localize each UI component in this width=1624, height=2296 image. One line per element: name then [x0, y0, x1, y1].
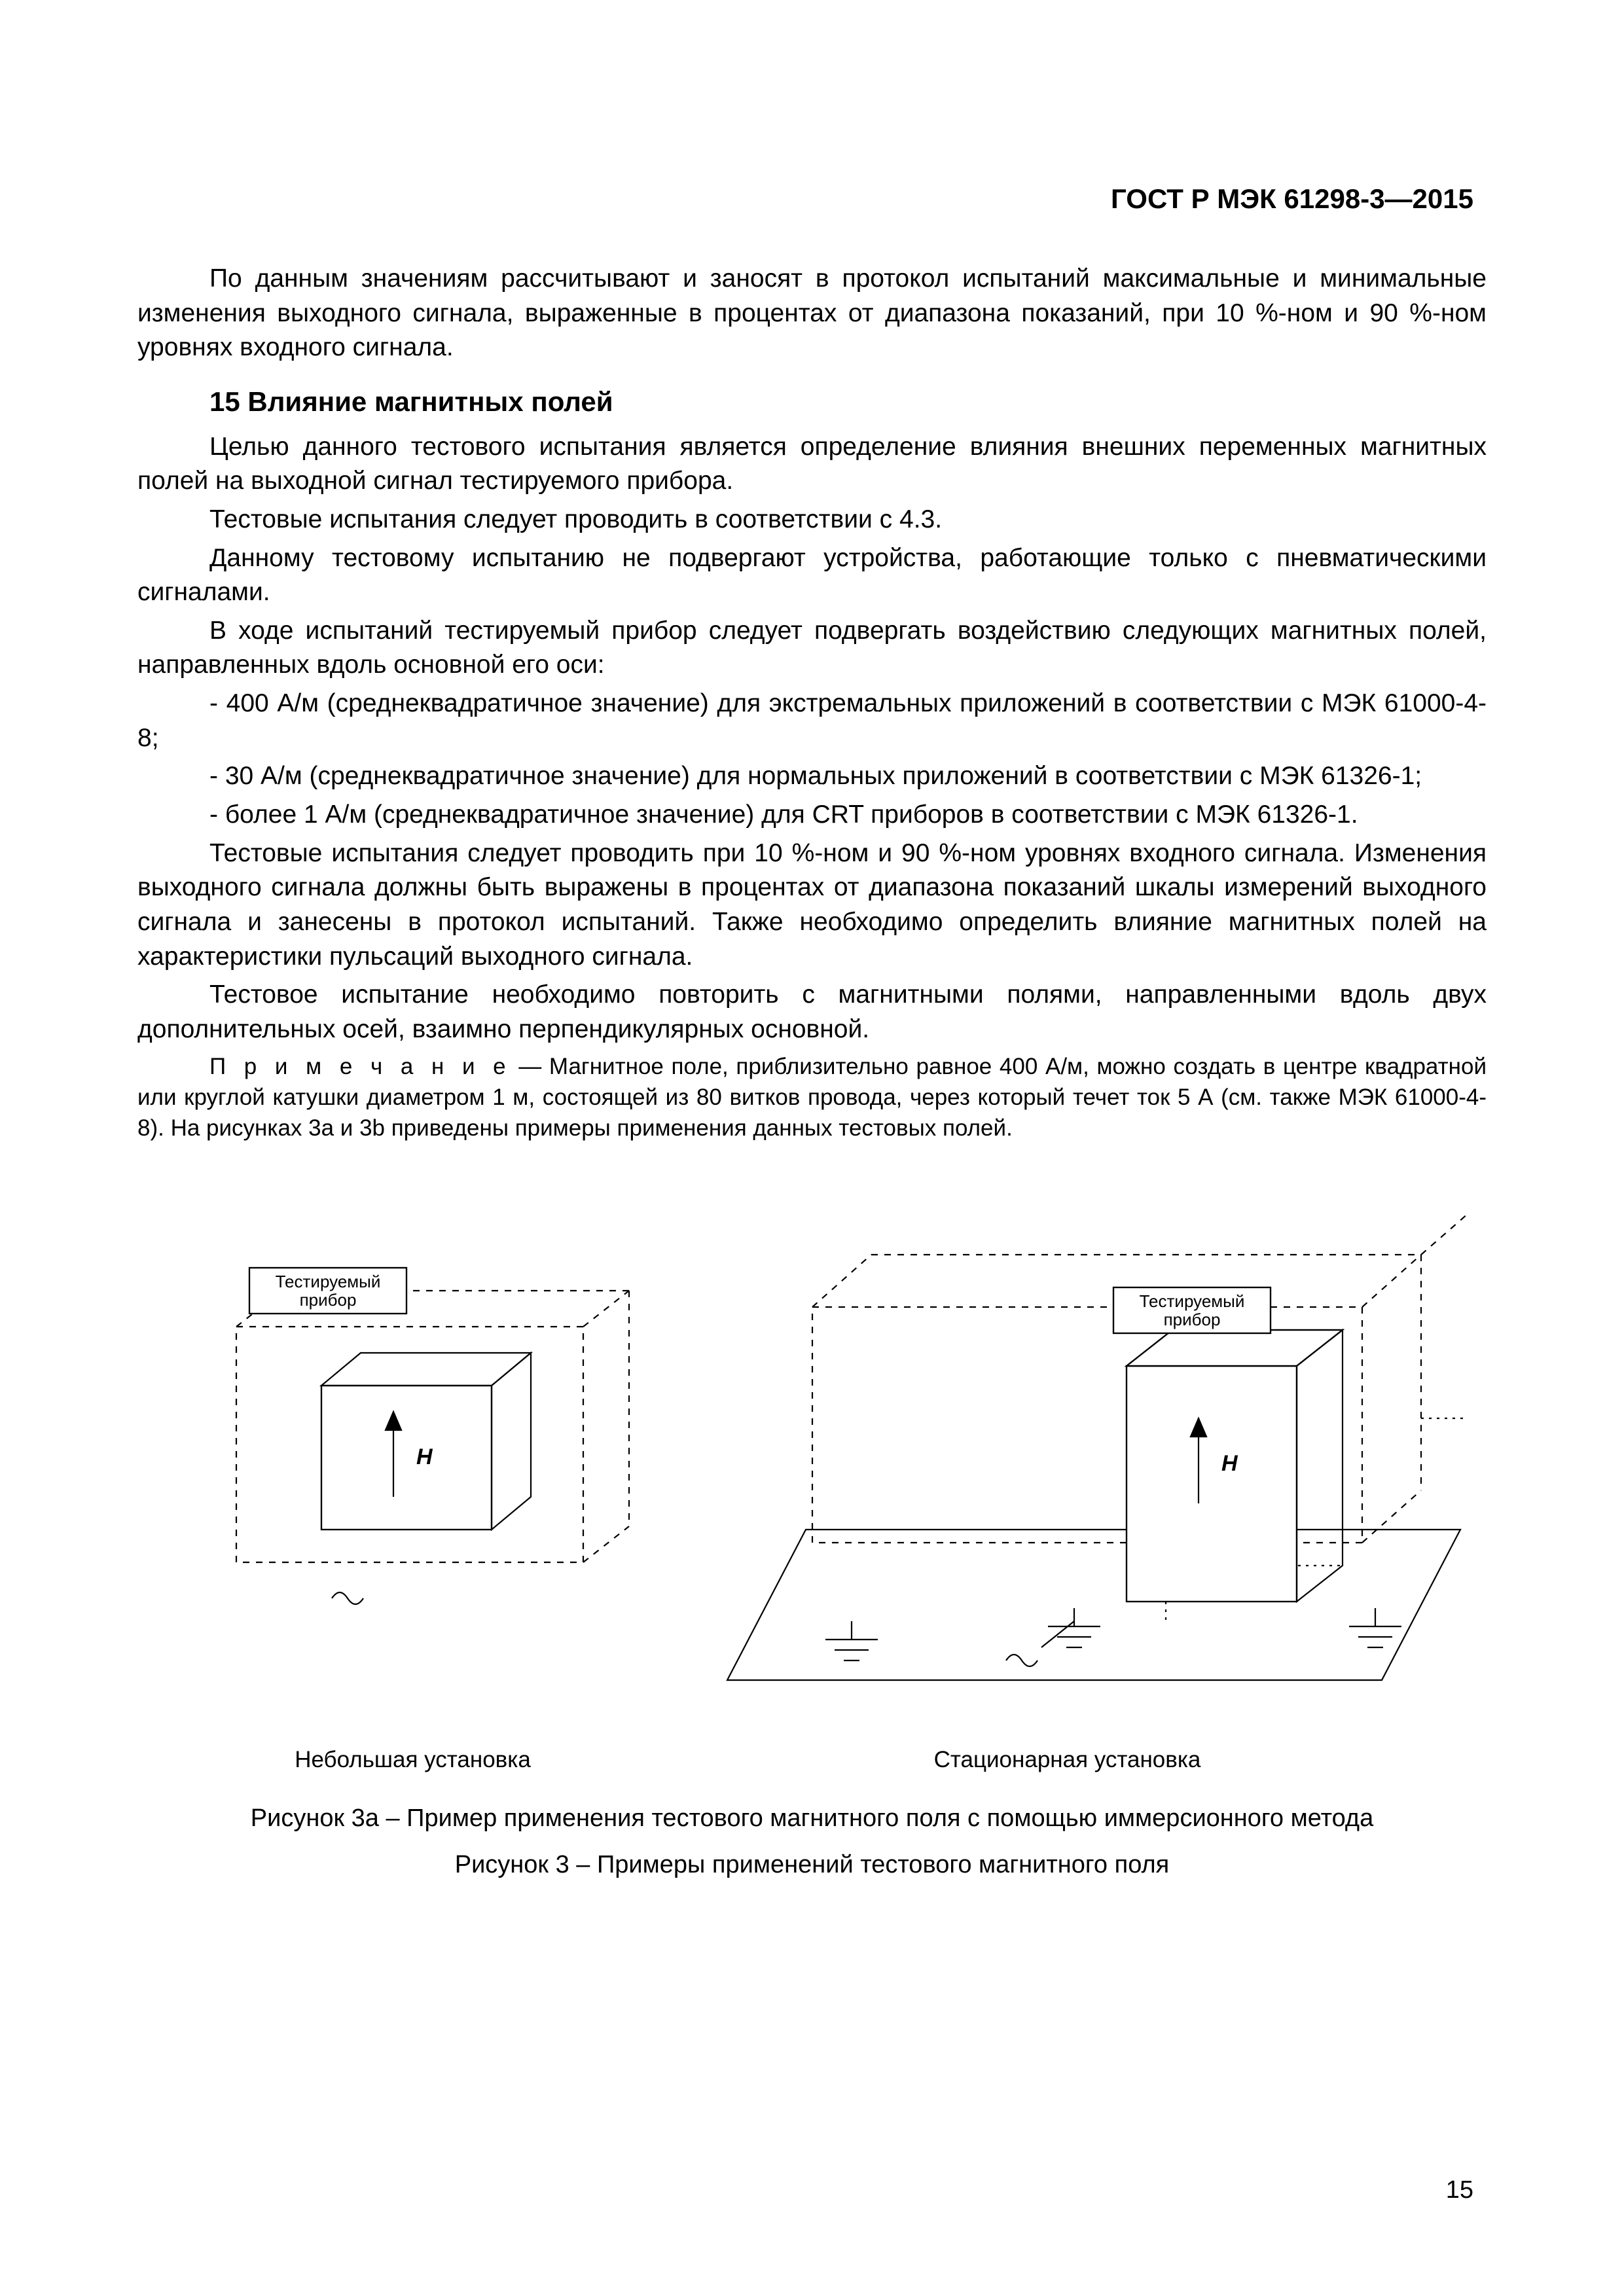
s15-li2: - 30 А/м (среднеквадратичное значение) д…: [137, 759, 1487, 794]
page: ГОСТ Р МЭК 61298-3—2015 По данным значен…: [0, 0, 1624, 2296]
s15-p1: Целью данного тестового испытания являет…: [137, 430, 1487, 499]
s15-note: П р и м е ч а н и е — Магнитное поле, пр…: [137, 1051, 1487, 1144]
s15-p4: В ходе испытаний тестируемый прибор след…: [137, 614, 1487, 683]
s15-p3: Данному тестовому испытанию не подвергаю…: [137, 541, 1487, 610]
svg-text:Тестируемый: Тестируемый: [275, 1272, 380, 1291]
svg-text:H: H: [416, 1444, 433, 1469]
svg-text:прибор: прибор: [299, 1290, 356, 1310]
body-text: По данным значениям рассчитывают и занос…: [137, 262, 1487, 1882]
intro-paragraph: По данным значениям рассчитывают и занос…: [137, 262, 1487, 365]
s15-p6: Тестовое испытание необходимо повторить …: [137, 978, 1487, 1047]
left-setup-caption: Небольшая установка: [158, 1744, 668, 1775]
svg-text:прибор: прибор: [1163, 1310, 1220, 1329]
s15-p5: Тестовые испытания следует проводить при…: [137, 836, 1487, 975]
page-number: 15: [1446, 2176, 1473, 2204]
svg-text:Тестируемый: Тестируемый: [1139, 1291, 1244, 1311]
section-15-heading: 15 Влияние магнитных полей: [209, 384, 1487, 421]
svg-text:H: H: [1221, 1451, 1238, 1476]
s15-p2: Тестовые испытания следует проводить в с…: [137, 503, 1487, 537]
s15-li1: - 400 А/м (среднеквадратичное значение) …: [137, 687, 1487, 755]
note-lead: П р и м е ч а н и е: [209, 1054, 511, 1079]
figure-3a-caption: Рисунок 3а – Пример применения тестового…: [137, 1802, 1487, 1835]
figure-3-svg: ТестируемыйприборHТестируемыйприборH: [158, 1163, 1467, 1739]
figure-3-caption: Рисунок 3 – Примеры применений тестового…: [137, 1848, 1487, 1882]
s15-li3: - более 1 А/м (среднеквадратичное значен…: [137, 798, 1487, 833]
note-dash: —: [511, 1054, 549, 1079]
figure-3-diagram: ТестируемыйприборHТестируемыйприборH: [158, 1163, 1467, 1739]
standard-id-header: ГОСТ Р МЭК 61298-3—2015: [1111, 183, 1473, 215]
right-setup-caption: Стационарная установка: [668, 1744, 1467, 1775]
